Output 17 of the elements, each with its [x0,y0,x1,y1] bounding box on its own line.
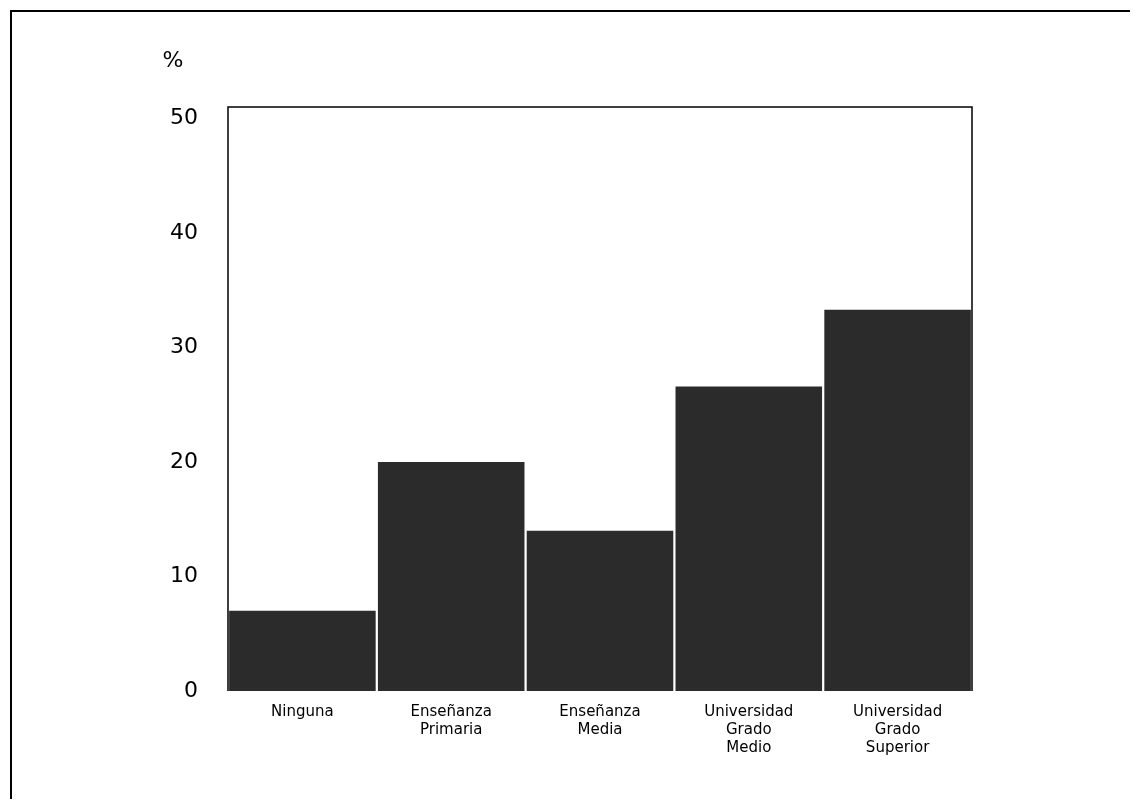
x-tick-label: Universidad Grado Superior [853,701,943,756]
bar [675,386,823,691]
y-tick-label: 20 [169,447,198,473]
y-tick-label: 40 [169,218,198,244]
bar [824,309,971,691]
bar [377,461,525,691]
y-tick-label: 0 [183,676,198,702]
x-tick-label: Universidad Grado Medio [704,701,794,756]
y-tick-label: 30 [169,333,198,359]
y-tick-label: 10 [169,562,198,588]
y-axis-title: % [162,46,184,72]
bar [229,610,376,691]
y-tick-label: 50 [169,104,198,130]
x-tick-label: Ninguna [271,701,334,720]
bar [526,530,674,691]
x-tick-label: Enseñanza Media [559,701,641,738]
x-tick-label: Enseñanza Primaria [410,701,492,738]
